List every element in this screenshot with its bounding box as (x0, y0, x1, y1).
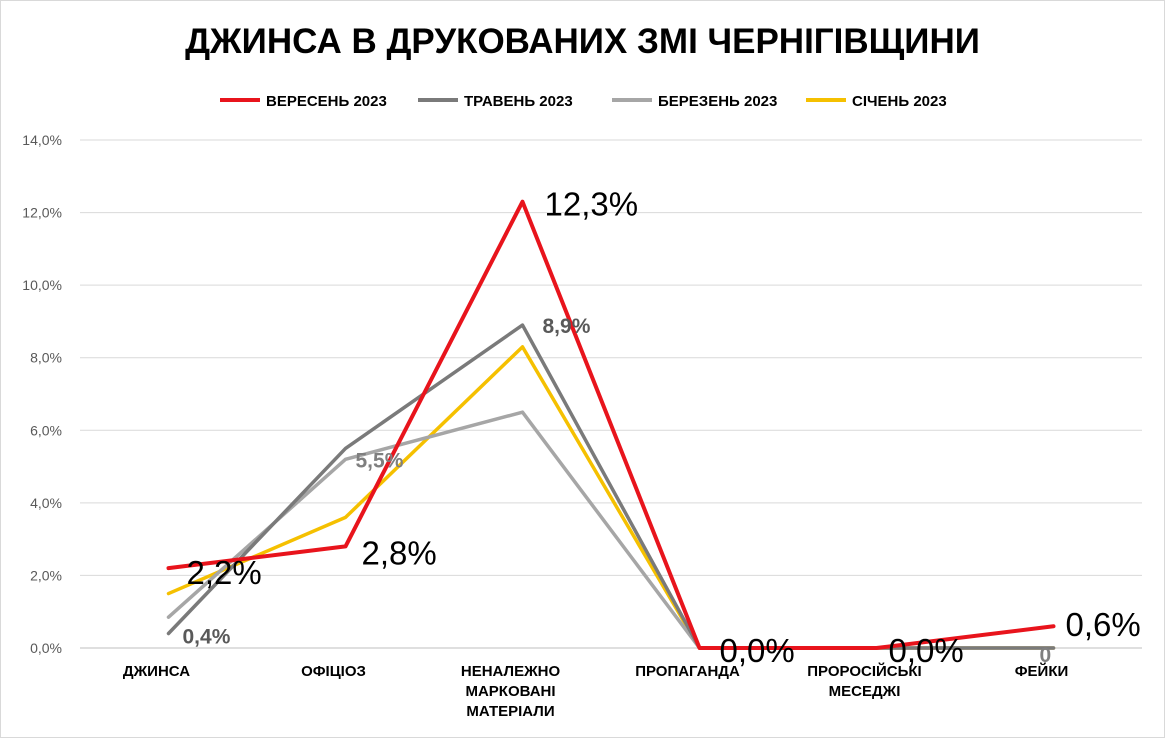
data-label: 0,6% (1066, 606, 1141, 643)
x-tick-label: ОФІЦІОЗ (301, 663, 366, 680)
data-label: 12,3% (545, 186, 639, 223)
data-label: 5,5% (356, 449, 404, 472)
y-tick-label: 2,0% (30, 567, 62, 583)
series-line (166, 410, 1056, 650)
data-label: 0,0% (720, 632, 795, 669)
x-tick-label: ДЖИНСА (123, 663, 190, 680)
chart-title: ДЖИНСА В ДРУКОВАНИХ ЗМІ ЧЕРНІГІВЩИНИ (185, 22, 980, 61)
data-label: 2,8% (362, 534, 437, 571)
data-label: 0,4% (183, 625, 231, 648)
y-tick-label: 10,0% (22, 277, 62, 293)
y-tick-label: 14,0% (22, 132, 62, 148)
x-tick-label: ФЕЙКИ (1015, 662, 1069, 680)
data-label: 8,9% (543, 315, 591, 338)
x-tick-label: НЕНАЛЕЖНО МАРКОВАНІ МАТЕРІАЛИ (461, 663, 561, 720)
x-tick-label: ПРОРОСІЙСЬКІ МЕСЕДЖІ (807, 662, 921, 700)
y-tick-label: 0,0% (30, 640, 62, 656)
legend-label: ВЕРЕСЕНЬ 2023 (266, 93, 387, 110)
data-label: 0,0% (889, 632, 964, 669)
y-tick-label: 8,0% (30, 350, 62, 366)
legend-label: ТРАВЕНЬ 2023 (464, 93, 573, 110)
data-label: 0 (1040, 644, 1052, 667)
x-tick-label: ПРОПАГАНДА (635, 663, 740, 680)
series-line (166, 199, 1056, 650)
y-tick-label: 6,0% (30, 422, 62, 438)
data-label: 2,2% (187, 554, 262, 591)
legend-label: БЕРЕЗЕНЬ 2023 (658, 93, 777, 110)
legend-label: СІЧЕНЬ 2023 (852, 93, 947, 110)
y-tick-label: 12,0% (22, 205, 62, 221)
series-line (166, 323, 1056, 650)
y-tick-label: 4,0% (30, 495, 62, 511)
